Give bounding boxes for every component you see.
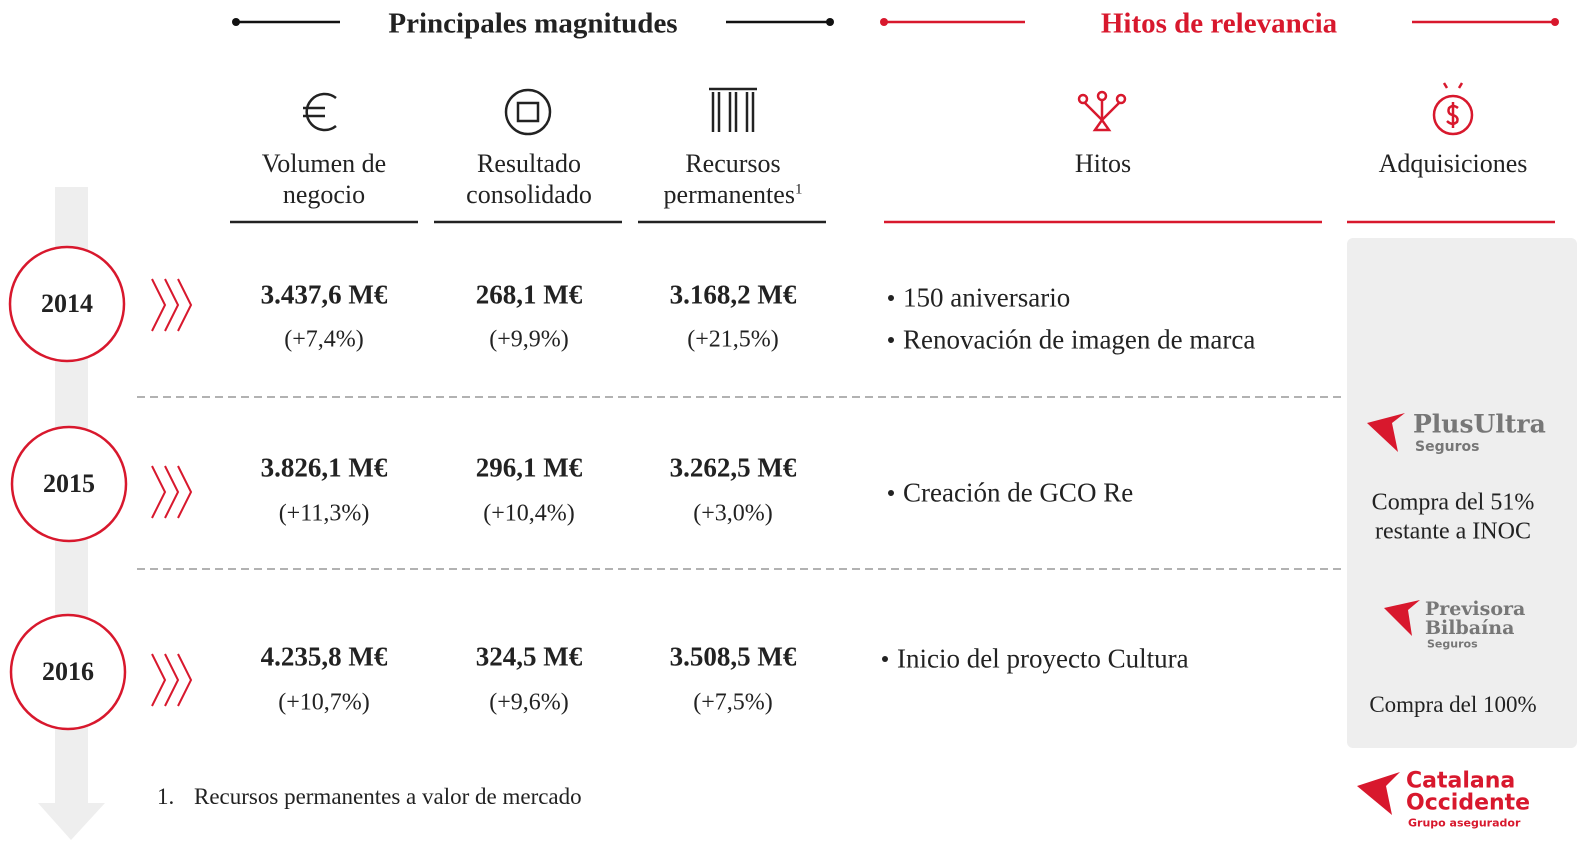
logo-text: PlusUltra [1413,409,1546,439]
footnote-number: 1. [157,784,175,809]
logo-text: Previsora [1425,598,1526,620]
brand: Occidente [1406,790,1531,816]
change: (+7,5%) [693,689,773,716]
logo-text: Seguros [1415,439,1480,455]
logo-text: Seguros [1427,637,1478,651]
hito: Inicio del proyecto Cultura [897,643,1189,674]
hito: Creación de GCO Re [903,477,1134,508]
brand: Catalana [1406,768,1516,794]
hito: Renovación de imagen de marca [903,324,1256,355]
logo-text: Bilbaína [1425,617,1515,639]
column-label: negocio [282,180,366,209]
value: 3.168,2 M€ [669,279,797,310]
brand: Grupo asegurador [1408,816,1521,830]
section-title: Principales magnitudes [388,7,678,40]
change: (+3,0%) [693,500,773,527]
value: 3.826,1 M€ [260,452,388,483]
column-label: Recursos [685,149,781,178]
bullet [888,337,894,343]
value: 324,5 M€ [475,641,583,672]
value: 296,1 M€ [475,452,583,483]
acquisition-caption: Compra del 100% [1369,692,1537,717]
change: (+7,4%) [284,326,364,353]
year: 2015 [43,469,95,498]
value: 3.508,5 M€ [669,641,797,672]
column-label: consolidado [466,180,592,209]
change: (+10,4%) [483,500,575,527]
acquisition-caption: restante a INOC [1375,518,1531,545]
change: (+11,3%) [278,500,370,527]
bullet [888,490,894,496]
value: 4.235,8 M€ [260,641,388,672]
bullet [888,295,894,301]
acquisition-caption: Compra del 51% [1371,489,1535,516]
bullet [882,656,888,662]
superscript: 1 [794,181,803,198]
column-label: Hitos [1074,149,1132,178]
value: 3.262,5 M€ [669,452,797,483]
footnote-text: Recursos permanentes a valor de mercado [194,784,582,809]
column-label: permanentes1 [663,180,803,209]
change: (+9,9%) [489,326,569,353]
change: (+10,7%) [278,689,370,716]
column-label: Adquisiciones [1378,149,1528,178]
section-title: Hitos de relevancia [1100,7,1338,40]
hito: 150 aniversario [903,282,1071,313]
value: 268,1 M€ [475,279,583,310]
column-label: Resultado [477,149,581,178]
value: 3.437,6 M€ [260,279,388,310]
change: (+21,5%) [687,326,779,353]
change: (+9,6%) [489,689,569,716]
column-label: Volumen de [261,149,387,178]
year: 2014 [41,289,93,318]
year: 2016 [42,657,94,686]
